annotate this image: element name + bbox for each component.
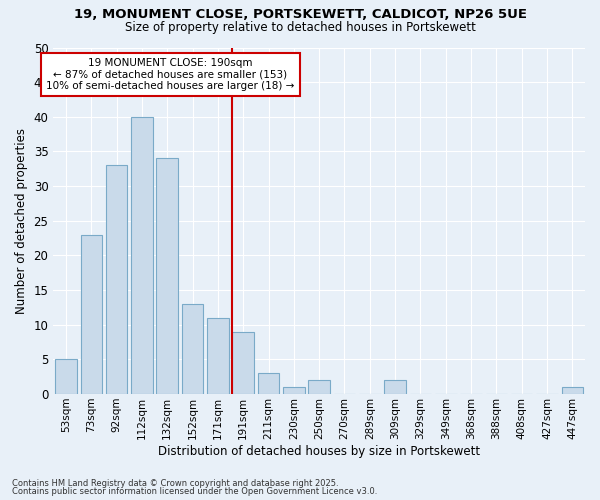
Bar: [385, 380, 406, 394]
Bar: [258, 373, 279, 394]
Bar: [80, 234, 102, 394]
Text: Contains HM Land Registry data © Crown copyright and database right 2025.: Contains HM Land Registry data © Crown c…: [12, 478, 338, 488]
Bar: [283, 387, 305, 394]
Bar: [562, 387, 583, 394]
Bar: [232, 332, 254, 394]
Bar: [207, 318, 229, 394]
Text: Size of property relative to detached houses in Portskewett: Size of property relative to detached ho…: [125, 21, 475, 34]
X-axis label: Distribution of detached houses by size in Portskewett: Distribution of detached houses by size …: [158, 444, 480, 458]
Bar: [106, 166, 127, 394]
Bar: [157, 158, 178, 394]
Bar: [55, 360, 77, 394]
Y-axis label: Number of detached properties: Number of detached properties: [15, 128, 28, 314]
Bar: [131, 117, 152, 394]
Bar: [182, 304, 203, 394]
Text: 19, MONUMENT CLOSE, PORTSKEWETT, CALDICOT, NP26 5UE: 19, MONUMENT CLOSE, PORTSKEWETT, CALDICO…: [74, 8, 527, 20]
Text: Contains public sector information licensed under the Open Government Licence v3: Contains public sector information licen…: [12, 487, 377, 496]
Text: 19 MONUMENT CLOSE: 190sqm
← 87% of detached houses are smaller (153)
10% of semi: 19 MONUMENT CLOSE: 190sqm ← 87% of detac…: [46, 58, 295, 91]
Bar: [308, 380, 330, 394]
